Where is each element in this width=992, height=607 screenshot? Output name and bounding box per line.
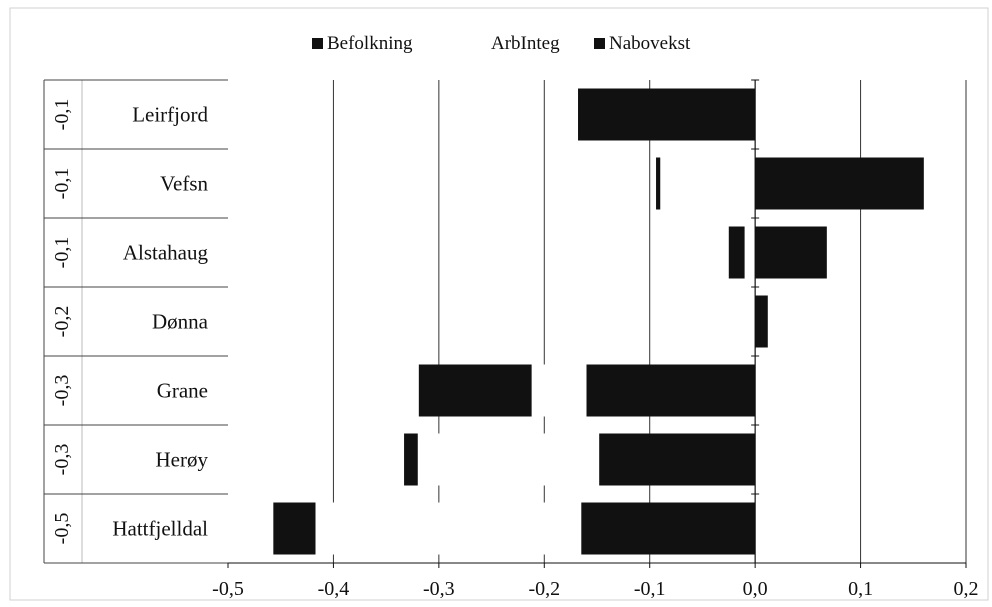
bar-nabovekst-hattfjelldal xyxy=(273,502,316,555)
total-label-her-y: -0,3 xyxy=(51,444,73,476)
bar-nabovekst-alstahaug xyxy=(728,226,745,279)
total-label-vefsn: -0,1 xyxy=(51,168,73,200)
x-tick-label: 0,0 xyxy=(743,578,768,600)
bar-befolkning-her-y xyxy=(599,433,756,486)
x-tick-label: -0,4 xyxy=(318,578,350,600)
x-tick-label: 0,2 xyxy=(954,578,979,600)
bar-befolkning-hattfjelldal xyxy=(581,502,756,555)
legend-swatch-nabovekst xyxy=(594,38,605,49)
total-label-hattfjelldal: -0,5 xyxy=(51,513,73,545)
gridlines xyxy=(332,80,967,563)
bar-befolkning-d-nna xyxy=(755,295,768,348)
legend-swatch-befolkning xyxy=(312,38,323,49)
legend-label-befolkning: Befolkning xyxy=(327,33,413,54)
bar-nabovekst-grane xyxy=(418,364,532,417)
legend-label-nabovekst: Nabovekst xyxy=(609,33,691,54)
total-label-leirfjord: -0,1 xyxy=(51,99,73,131)
category-label-d-nna: Dønna xyxy=(152,310,209,334)
bar-befolkning-grane xyxy=(586,364,756,417)
bar-befolkning-leirfjord xyxy=(578,88,756,141)
x-axis: -0,5 -0,4 -0,3 -0,2 -0,1 0,0 0,1 0,2 xyxy=(212,79,979,600)
category-label-alstahaug: Alstahaug xyxy=(123,241,209,265)
bar-nabovekst-her-y xyxy=(404,433,418,486)
legend: Befolkning ArbInteg Nabovekst xyxy=(312,33,691,54)
category-label-hattfjelldal: Hattfjelldal xyxy=(112,517,208,541)
bar-befolkning-alstahaug xyxy=(755,226,827,279)
total-label-grane: -0,3 xyxy=(51,375,73,407)
bar-befolkning-vefsn xyxy=(755,157,924,210)
x-tick-label: 0,1 xyxy=(848,578,873,600)
x-tick-label: -0,1 xyxy=(634,578,666,600)
x-tick-label: -0,5 xyxy=(212,578,244,600)
x-tick-label: -0,2 xyxy=(528,578,560,600)
bar-arbinteg-her-y xyxy=(417,433,600,486)
legend-label-arbinteg: ArbInteg xyxy=(491,33,560,54)
chart-frame xyxy=(9,7,989,601)
category-label-leirfjord: Leirfjord xyxy=(132,103,208,127)
bar-arbinteg-hattfjelldal xyxy=(315,502,582,555)
category-label-vefsn: Vefsn xyxy=(160,172,208,196)
category-table: Leirfjord -0,1 Vefsn -0,1 Alstahaug -0,1 Dønna… xyxy=(43,79,228,564)
category-label-grane: Grane xyxy=(157,379,208,403)
bar-arbinteg-vefsn xyxy=(660,157,756,210)
bars xyxy=(273,88,924,555)
total-label-d-nna: -0,2 xyxy=(51,306,73,338)
bar-arbinteg-alstahaug xyxy=(744,226,756,279)
category-label-her-y: Herøy xyxy=(156,448,209,472)
bar-arbinteg-grane xyxy=(531,364,587,417)
x-tick-label: -0,3 xyxy=(423,578,455,600)
total-label-alstahaug: -0,1 xyxy=(51,237,73,269)
bar-nabovekst-vefsn xyxy=(656,157,661,210)
